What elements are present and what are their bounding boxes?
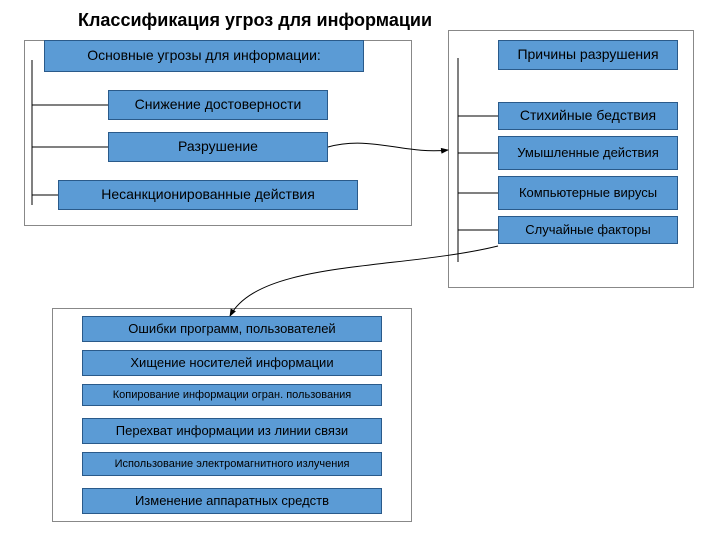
page-title: Классификация угроз для информации	[78, 10, 432, 31]
node-natural: Стихийные бедствия	[498, 102, 678, 130]
node-intent: Умышленные действия	[498, 136, 678, 170]
node-viruses: Компьютерные вирусы	[498, 176, 678, 210]
node-em: Использование электромагнитного излучени…	[82, 452, 382, 476]
node-main-threats: Основные угрозы для информации:	[44, 40, 364, 72]
node-copying: Копирование информации огран. пользовани…	[82, 384, 382, 406]
node-intercept: Перехват информации из линии связи	[82, 418, 382, 444]
node-unauthorized: Несанкционированные действия	[58, 180, 358, 210]
node-random: Случайные факторы	[498, 216, 678, 244]
node-errors: Ошибки программ, пользователей	[82, 316, 382, 342]
node-theft: Хищение носителей информации	[82, 350, 382, 376]
node-reasons: Причины разрушения	[498, 40, 678, 70]
node-hardware: Изменение аппаратных средств	[82, 488, 382, 514]
node-reliability: Снижение достоверности	[108, 90, 328, 120]
node-destruction: Разрушение	[108, 132, 328, 162]
